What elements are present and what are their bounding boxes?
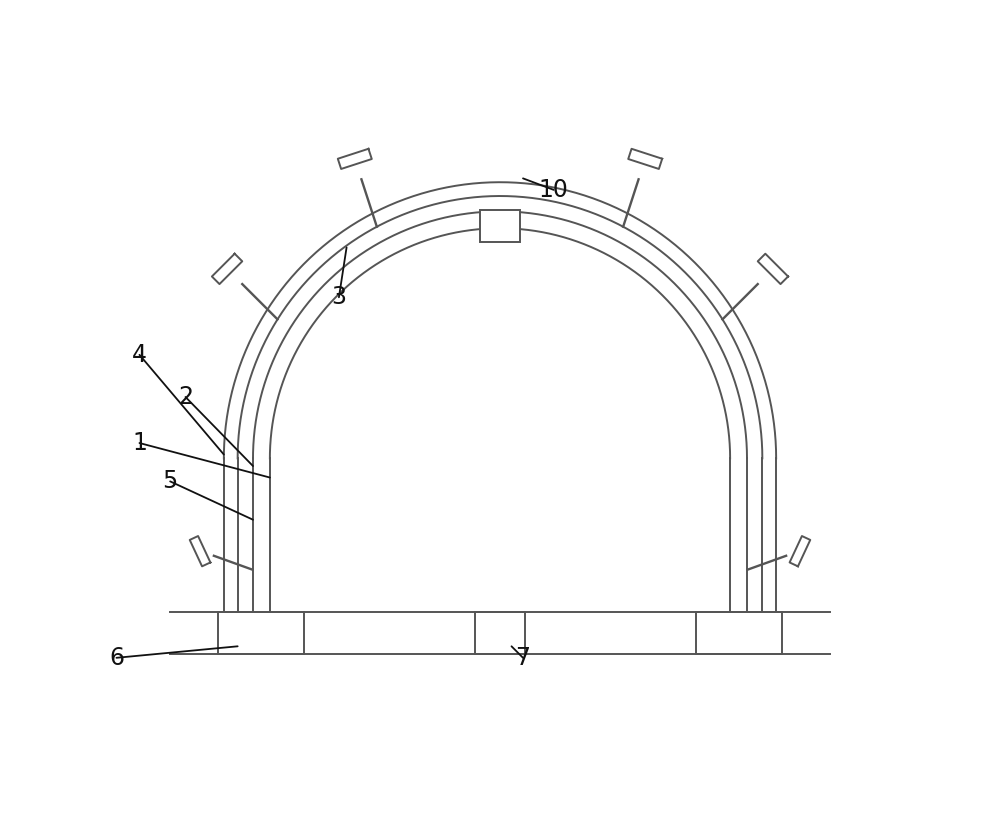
Text: 5: 5 bbox=[163, 470, 178, 493]
Text: 4: 4 bbox=[132, 343, 147, 367]
Bar bbox=[696, 612, 782, 654]
Text: 2: 2 bbox=[178, 385, 193, 409]
Text: 1: 1 bbox=[132, 431, 147, 455]
Bar bbox=[218, 612, 304, 654]
Text: 7: 7 bbox=[516, 645, 531, 670]
Text: 6: 6 bbox=[109, 645, 124, 670]
Bar bbox=[480, 210, 520, 242]
Text: 10: 10 bbox=[539, 178, 569, 202]
Bar bbox=[475, 612, 525, 654]
Text: 3: 3 bbox=[331, 285, 346, 310]
